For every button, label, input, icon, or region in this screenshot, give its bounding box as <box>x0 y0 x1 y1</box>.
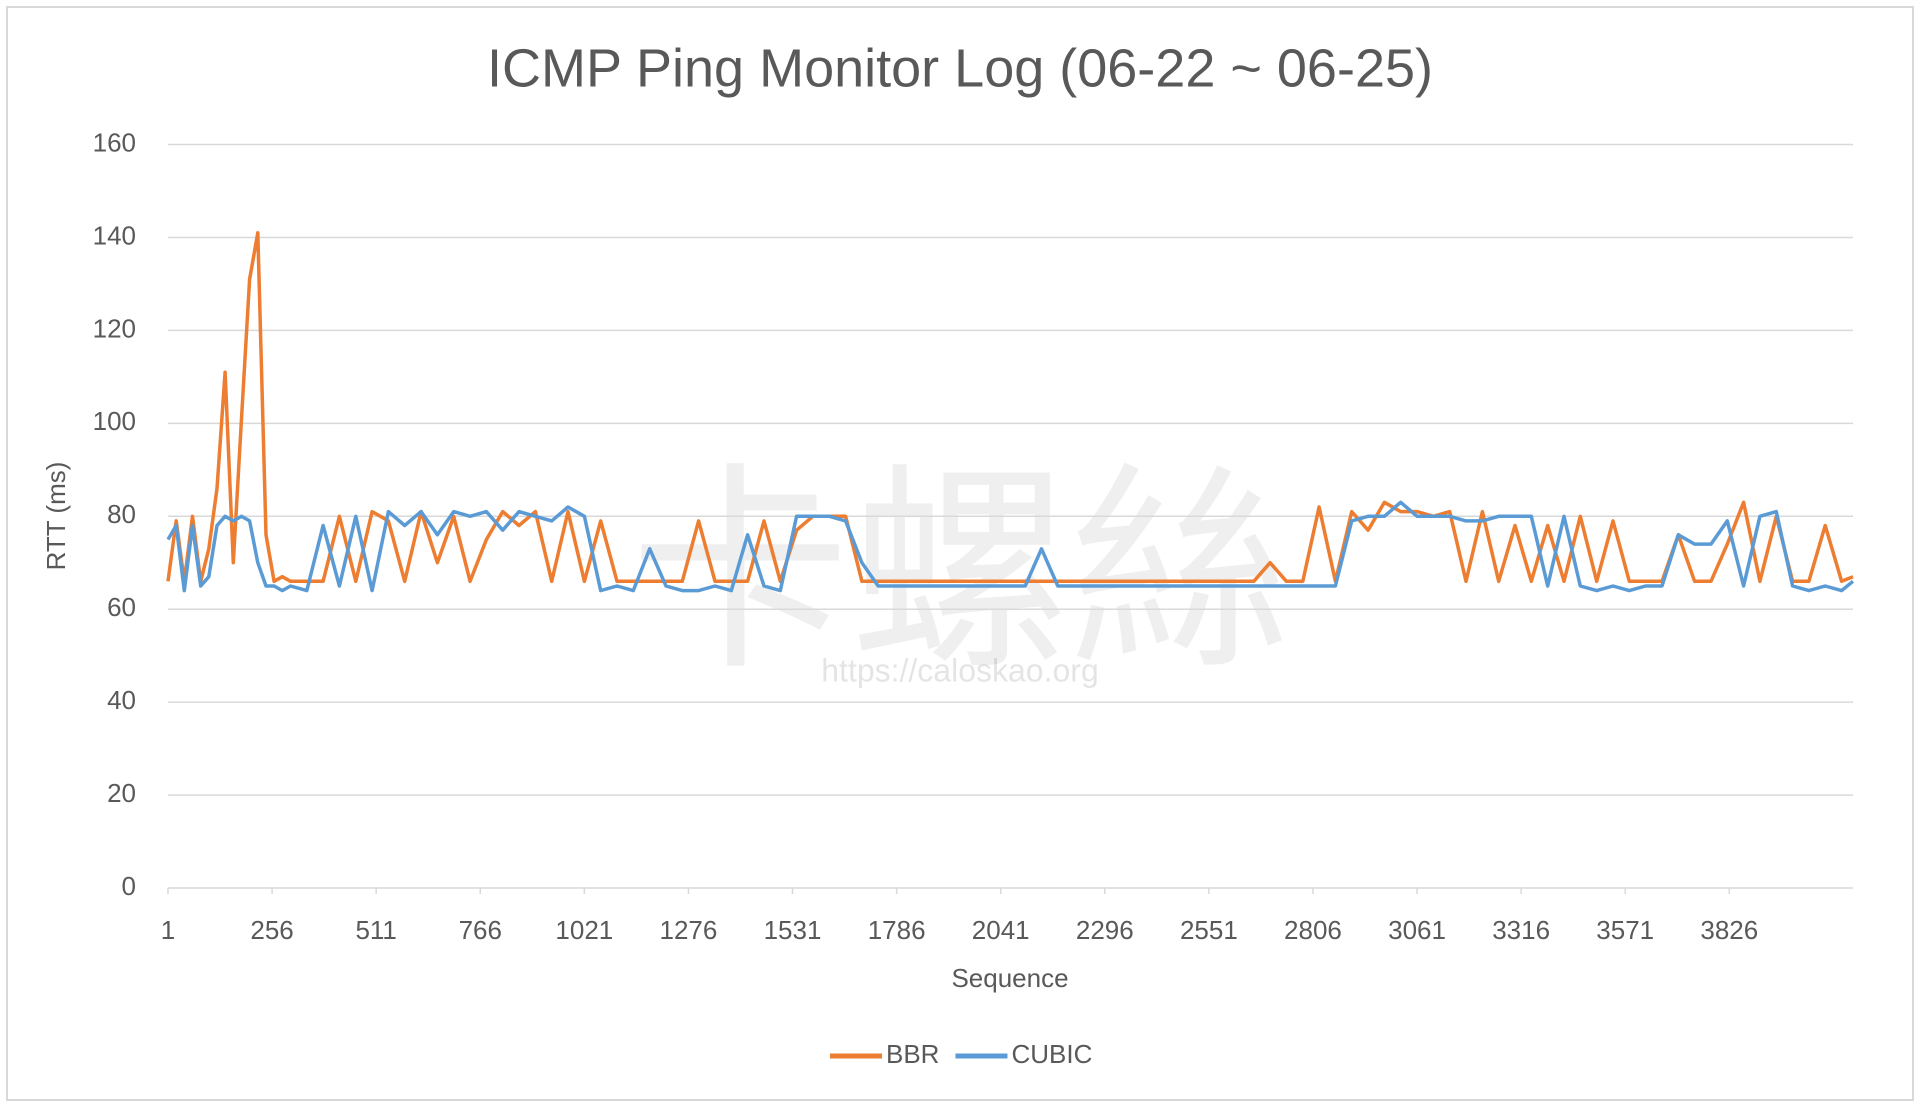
x-tick-label: 2551 <box>1180 915 1238 945</box>
watermark: 卡螺絲 <box>630 449 1290 695</box>
watermark-url: https://caloskao.org <box>821 652 1098 688</box>
x-axis-label: Sequence <box>951 963 1068 993</box>
y-tick-label: 100 <box>93 406 136 436</box>
legend-label: CUBIC <box>1011 1039 1092 1069</box>
x-tick-label: 766 <box>459 915 502 945</box>
legend-label: BBR <box>886 1039 939 1069</box>
x-tick-label: 2296 <box>1076 915 1134 945</box>
y-tick-label: 20 <box>107 778 136 808</box>
chart-title: ICMP Ping Monitor Log (06-22 ~ 06-25) <box>487 38 1433 98</box>
x-tick-label: 2041 <box>972 915 1030 945</box>
x-tick-label: 1 <box>161 915 175 945</box>
x-tick-label: 3316 <box>1492 915 1550 945</box>
y-tick-label: 140 <box>93 220 136 250</box>
y-tick-label: 160 <box>93 127 136 157</box>
x-tick-label: 1276 <box>660 915 718 945</box>
y-tick-label: 0 <box>122 871 136 901</box>
x-tick-label: 3571 <box>1596 915 1654 945</box>
y-tick-label: 40 <box>107 685 136 715</box>
x-tick-label: 1531 <box>764 915 822 945</box>
x-tick-label: 1021 <box>555 915 613 945</box>
chart-border <box>6 6 1914 1101</box>
x-tick-label: 511 <box>355 915 396 945</box>
y-axis-label: RTT (ms) <box>41 462 71 571</box>
x-tick-label: 256 <box>250 915 293 945</box>
x-tick-label: 2806 <box>1284 915 1342 945</box>
series-line <box>166 500 1855 593</box>
y-tick-label: 60 <box>107 592 136 622</box>
x-tick-label: 3061 <box>1388 915 1446 945</box>
y-tick-label: 80 <box>107 499 136 529</box>
x-tick-label: 1786 <box>868 915 926 945</box>
y-tick-label: 120 <box>93 313 136 343</box>
x-tick-label: 3826 <box>1700 915 1758 945</box>
